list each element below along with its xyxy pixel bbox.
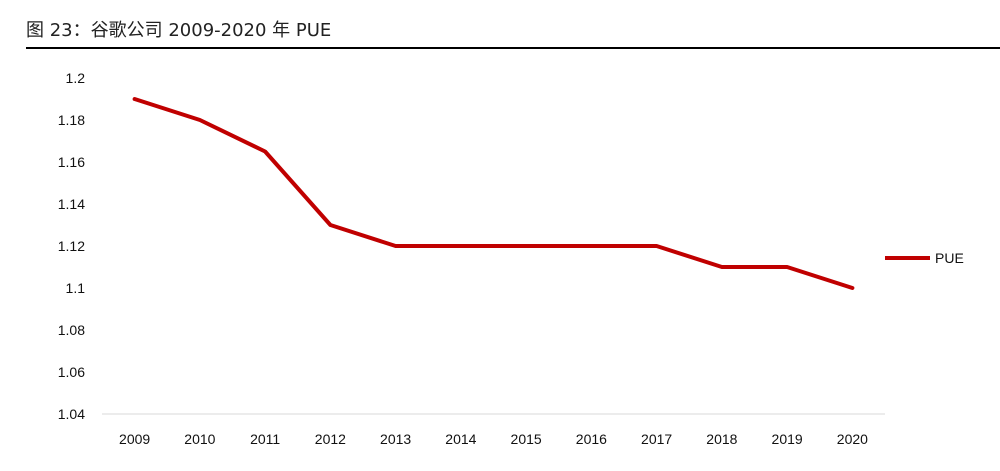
y-tick-label: 1.08 <box>58 322 85 338</box>
x-tick-label: 2014 <box>445 431 476 447</box>
y-tick-label: 1.1 <box>66 280 86 296</box>
x-tick-label: 2013 <box>380 431 411 447</box>
y-tick-label: 1.14 <box>58 196 85 212</box>
legend: PUE <box>885 250 964 266</box>
x-tick-label: 2011 <box>250 431 280 447</box>
x-tick-label: 2009 <box>119 431 150 447</box>
caption-divider <box>26 47 1000 49</box>
x-tick-label: 2017 <box>641 431 672 447</box>
x-tick-label: 2019 <box>772 431 803 447</box>
series-line-pue <box>132 97 855 290</box>
x-tick-label: 2020 <box>837 431 868 447</box>
y-axis-ticks: 1.2 1.18 1.16 1.14 1.12 1.1 1.08 1.06 1.04 <box>58 70 85 422</box>
legend-label: PUE <box>935 250 964 266</box>
x-tick-label: 2018 <box>706 431 737 447</box>
y-tick-label: 1.06 <box>58 364 85 380</box>
series-group <box>132 97 855 290</box>
x-tick-label: 2012 <box>315 431 346 447</box>
y-tick-label: 1.16 <box>58 154 85 170</box>
x-tick-label: 2016 <box>576 431 607 447</box>
x-axis-ticks: 2009 2010 2011 2012 2013 2014 2015 2016 2017 2018… <box>119 431 868 447</box>
x-tick-label: 2010 <box>184 431 215 447</box>
y-tick-label: 1.12 <box>58 238 85 254</box>
y-tick-label: 1.2 <box>66 70 86 86</box>
chart-caption: 图 23：谷歌公司 2009-2020 年 PUE <box>26 20 332 41</box>
y-tick-label: 1.04 <box>58 406 85 422</box>
y-tick-label: 1.18 <box>58 112 85 128</box>
x-tick-label: 2015 <box>511 431 542 447</box>
